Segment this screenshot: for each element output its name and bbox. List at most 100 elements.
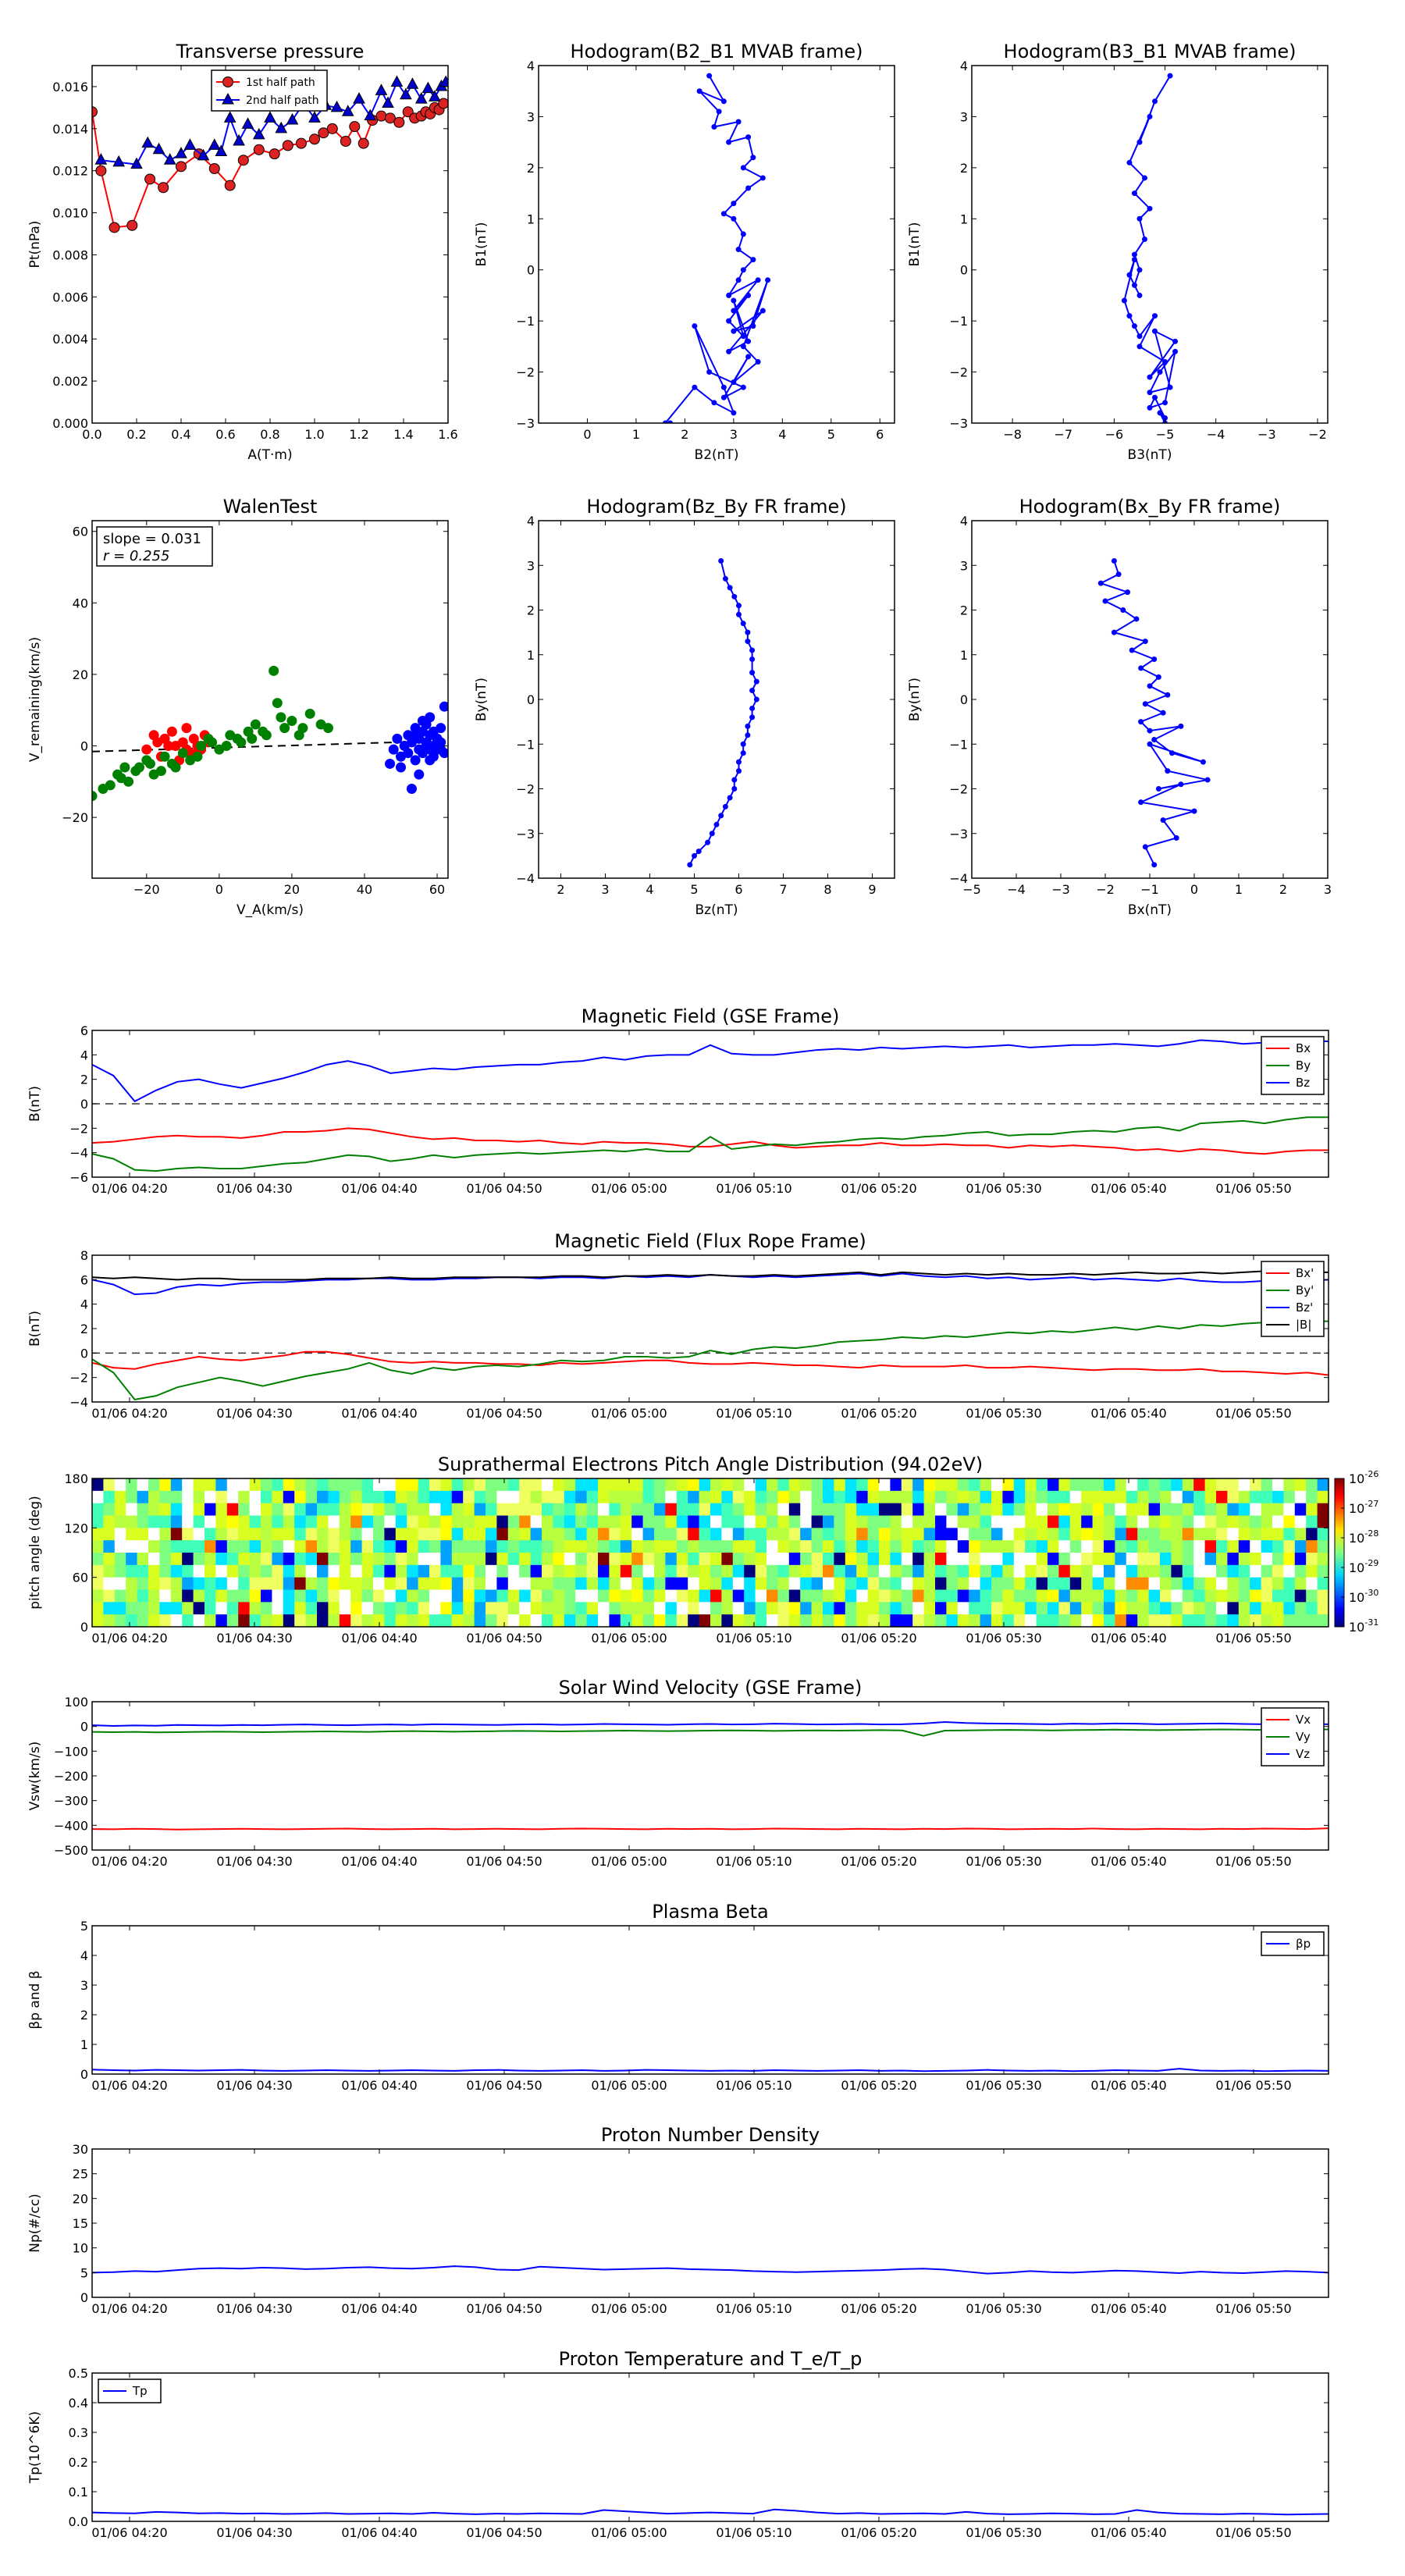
heatmap-cell [350, 1503, 363, 1517]
heatmap-cell [1204, 1553, 1217, 1566]
y-axis-label: pitch angle (deg) [27, 1496, 43, 1610]
heatmap-cell [665, 1614, 678, 1627]
heatmap-cell [767, 1490, 778, 1504]
heatmap-cell [126, 1528, 138, 1541]
scatter-point [181, 723, 192, 734]
heatmap-cell [305, 1478, 318, 1492]
data-point [745, 292, 752, 298]
data-point [1191, 808, 1197, 814]
heatmap-cell [1306, 1614, 1318, 1627]
x-tick-label: −5 [1156, 427, 1175, 442]
heatmap-cell [1160, 1478, 1172, 1492]
data-point [318, 127, 329, 139]
data-point [749, 670, 756, 676]
x-tick-label: 1.4 [393, 427, 413, 442]
heatmap-cell [811, 1589, 823, 1603]
heatmap-cell [361, 1589, 374, 1603]
heatmap-cell [1036, 1577, 1048, 1591]
scatter-point [258, 726, 269, 737]
data-point [740, 750, 746, 756]
heatmap-cell [205, 1503, 216, 1517]
heatmap-cell [1092, 1540, 1104, 1553]
data-point [745, 134, 752, 141]
heatmap-cell [856, 1602, 869, 1615]
heatmap-cell [1171, 1614, 1183, 1627]
y-axis-label: Pt(nPa) [27, 221, 43, 269]
heatmap-cell [879, 1540, 891, 1553]
scatter-point [207, 737, 218, 748]
heatmap-cell [1013, 1564, 1026, 1578]
heatmap-cell [935, 1503, 947, 1517]
heatmap-cell [845, 1577, 857, 1591]
heatmap-cell [463, 1589, 475, 1603]
heatmap-cell [193, 1528, 205, 1541]
x-tick-label: 1.6 [438, 427, 457, 442]
heatmap-cell [137, 1614, 149, 1627]
heatmap-cell [654, 1528, 666, 1541]
y-tick-label: 2 [960, 161, 968, 176]
heatmap-cell [1306, 1515, 1318, 1528]
colorbar-exponent: -26 [1364, 1469, 1378, 1479]
heatmap-cell [598, 1602, 610, 1615]
colorbar-exponent: -30 [1364, 1588, 1378, 1598]
heatmap-cell [575, 1553, 588, 1566]
heatmap-cell [1092, 1614, 1104, 1627]
heatmap-cell [1069, 1540, 1082, 1553]
heatmap-cell [1160, 1589, 1172, 1603]
heatmap-cell [395, 1515, 407, 1528]
scatter-point [250, 719, 261, 730]
heatmap-cell [823, 1553, 834, 1566]
heatmap-cell [1137, 1553, 1150, 1566]
heatmap-cell [463, 1515, 475, 1528]
heatmap-cell [339, 1577, 351, 1591]
heatmap-cell [170, 1602, 183, 1615]
heatmap-cell [261, 1553, 272, 1566]
time-tick-label: 01/06 04:50 [466, 1631, 542, 1646]
y-tick-label: 10 [73, 2241, 88, 2256]
heatmap-cell [148, 1577, 160, 1591]
heatmap-cell [1204, 1602, 1217, 1615]
heatmap-cell [159, 1515, 172, 1528]
x-tick-label: 2 [1279, 882, 1287, 897]
x-axis-label: V_A(km/s) [237, 902, 304, 918]
data-point [252, 127, 265, 140]
chart-title: Hodogram(Bx_By FR frame) [1019, 496, 1281, 518]
heatmap-cell [294, 1577, 307, 1591]
time-tick-label: 01/06 05:50 [1215, 1631, 1291, 1646]
heatmap-cell [1216, 1602, 1228, 1615]
data-point [745, 732, 751, 738]
heatmap-cell [159, 1577, 172, 1591]
heatmap-cell [1238, 1614, 1250, 1627]
y-tick-label: −1 [949, 737, 968, 752]
heatmap-cell [1002, 1564, 1015, 1578]
x-tick-label: 1 [1235, 882, 1243, 897]
heatmap-cell [328, 1540, 340, 1553]
time-tick-label: 01/06 05:10 [716, 2078, 791, 2093]
heatmap-cell [564, 1589, 576, 1603]
data-point [750, 155, 756, 161]
heatmap-cell [1204, 1478, 1217, 1492]
heatmap-cell [564, 1577, 576, 1591]
heatmap-cell [598, 1589, 610, 1603]
y-tick-label: 4 [960, 514, 968, 528]
series-line [1098, 560, 1208, 866]
heatmap-cell [137, 1490, 149, 1504]
series-line-Vy [92, 1728, 1329, 1737]
heatmap-cell [530, 1602, 542, 1615]
heatmap-cell [1115, 1540, 1127, 1553]
heatmap-cell [598, 1490, 610, 1504]
data-point [745, 354, 752, 360]
heatmap-cell [879, 1577, 891, 1591]
heatmap-cell [699, 1515, 711, 1528]
data-point [176, 161, 187, 173]
heatmap-cell [1294, 1478, 1307, 1492]
data-point [92, 106, 98, 118]
heatmap-cell [845, 1528, 857, 1541]
heatmap-cell [193, 1515, 205, 1528]
heatmap-cell [1171, 1503, 1183, 1517]
heatmap-cell [957, 1602, 969, 1615]
data-point [735, 277, 742, 283]
heatmap-cell [642, 1540, 655, 1553]
